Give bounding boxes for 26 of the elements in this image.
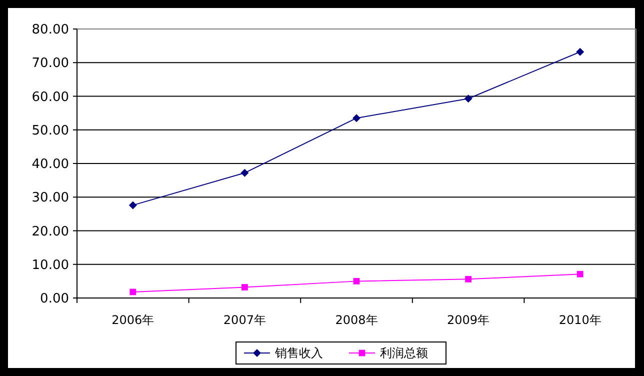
point xyxy=(353,278,360,284)
x-tick-label: 2006年 xyxy=(112,313,154,327)
x-tick-label: 2010年 xyxy=(558,313,602,327)
point xyxy=(576,48,584,56)
point xyxy=(242,284,248,290)
x-tick-label: 2007年 xyxy=(223,313,266,327)
legend-label: 销售收入 xyxy=(274,346,323,360)
point xyxy=(240,168,249,177)
x-tick-label: 2009年 xyxy=(447,313,490,327)
point xyxy=(464,94,472,103)
y-tick-label: 30.00 xyxy=(32,190,69,206)
x-tick-label: 2008年 xyxy=(335,313,378,327)
y-tick-label: 40.00 xyxy=(32,157,69,172)
legend-label: 利润总额 xyxy=(380,346,428,360)
y-tick-label: 10.00 xyxy=(32,258,69,273)
y-tick-label: 20.00 xyxy=(32,224,69,240)
point xyxy=(352,114,360,122)
point xyxy=(576,270,584,278)
y-tick-label: 60.00 xyxy=(32,90,69,105)
point xyxy=(128,201,137,210)
y-tick-label: 50.00 xyxy=(32,123,69,138)
point xyxy=(465,276,472,282)
point xyxy=(130,288,136,296)
y-tick-label: 70.00 xyxy=(32,56,69,72)
y-tick-label: 80.00 xyxy=(32,22,69,38)
y-tick-label: 0.00 xyxy=(40,292,69,307)
